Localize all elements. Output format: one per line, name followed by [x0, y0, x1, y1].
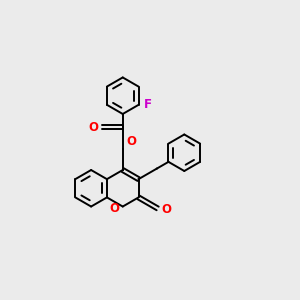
Text: O: O — [88, 121, 99, 134]
Text: O: O — [161, 203, 171, 216]
Text: F: F — [144, 98, 152, 111]
Text: O: O — [109, 202, 119, 214]
Text: O: O — [126, 135, 136, 148]
